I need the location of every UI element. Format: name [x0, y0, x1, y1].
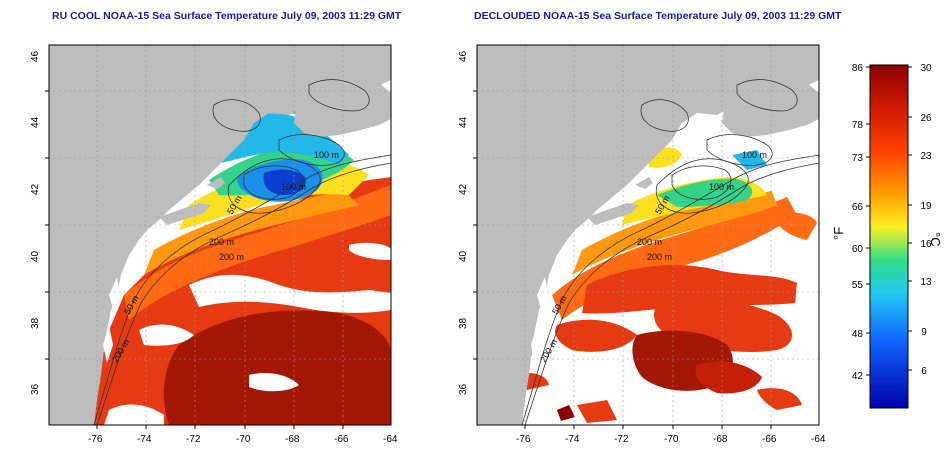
colorbar-fahrenheit-label: °F — [831, 227, 846, 240]
left-lat-tick: 36 — [30, 383, 41, 395]
left-lat-tick: 42 — [30, 183, 41, 195]
colorbar-celsius-label: °C — [928, 232, 943, 247]
right-lat-tick: 44 — [458, 116, 469, 128]
right-lon-tick: -70 — [664, 434, 679, 445]
left-lon-tick: -74 — [137, 434, 152, 445]
right-lon-tick: -64 — [811, 434, 826, 445]
colorbar-c-tick: 13 — [920, 277, 932, 288]
right-lat-tick: 40 — [458, 250, 469, 262]
left-lat-tick: 40 — [30, 250, 41, 262]
right-lat-tick: 46 — [458, 50, 469, 62]
left-sst-field — [94, 89, 391, 425]
right-contour-label: 100 m — [742, 150, 767, 160]
right-lat-tick: 42 — [458, 183, 469, 195]
left-lat-tick: 44 — [30, 116, 41, 128]
left-axes: -76 -74 -72 -70 -68 -66 -64 36 38 40 42 … — [30, 50, 398, 445]
colorbar-c-tick: 6 — [921, 366, 927, 377]
colorbar-f-tick: 60 — [852, 244, 864, 255]
left-lat-tick: 46 — [30, 50, 41, 62]
right-map-panel: 100 m 100 m 50 m 200 m 200 m 50 m 200 m — [476, 44, 820, 426]
right-lon-tick: -68 — [713, 434, 728, 445]
right-contour-label: 200 m — [647, 252, 672, 262]
right-lat-tick: 36 — [458, 383, 469, 395]
colorbar-f-tick: 66 — [852, 202, 864, 213]
right-lat-tick: 38 — [458, 317, 469, 329]
left-contour-label: 100 m — [281, 182, 306, 192]
right-contour-label: 200 m — [637, 237, 662, 247]
colorbar-f-tick: 86 — [852, 63, 864, 74]
right-contour-label: 100 m — [709, 182, 734, 192]
colorbar: 86 78 73 66 60 55 48 42 30 26 23 19 16 1… — [831, 63, 943, 409]
left-contour-label: 200 m — [209, 237, 234, 247]
colorbar-c-tick: 19 — [920, 201, 932, 212]
colorbar-f-tick: 73 — [852, 153, 864, 164]
left-lat-tick: 38 — [30, 317, 41, 329]
colorbar-c-tick: 26 — [920, 113, 932, 124]
colorbar-f-tick: 55 — [852, 280, 864, 291]
colorbar-c-tick: 16 — [920, 239, 932, 250]
left-map-panel: 100 m 100 m 50 m 200 m 200 m 50 m 200 m — [48, 44, 392, 426]
colorbar-f-tick: 42 — [852, 371, 864, 382]
left-contour-label: 200 m — [219, 252, 244, 262]
left-lon-tick: -64 — [383, 434, 398, 445]
right-lon-tick: -66 — [762, 434, 777, 445]
colorbar-f-tick: 78 — [852, 120, 864, 131]
left-map-title: RU COOL NOAA-15 Sea Surface Temperature … — [52, 10, 402, 22]
left-lon-tick: -72 — [186, 434, 201, 445]
colorbar-c-tick: 23 — [920, 151, 932, 162]
right-lon-tick: -76 — [516, 434, 531, 445]
colorbar-gradient — [869, 64, 909, 409]
left-lon-tick: -76 — [88, 434, 103, 445]
right-lon-tick: -72 — [614, 434, 629, 445]
right-lon-tick: -74 — [565, 434, 580, 445]
right-axes: -76 -74 -72 -70 -68 -66 -64 36 38 40 42 … — [458, 50, 826, 445]
left-lon-tick: -66 — [334, 434, 349, 445]
right-map-title: DECLOUDED NOAA-15 Sea Surface Temperatur… — [474, 10, 842, 22]
colorbar-c-tick: 9 — [921, 327, 927, 338]
left-lon-tick: -68 — [285, 434, 300, 445]
right-sst-field — [505, 147, 817, 423]
left-contour-label: 100 m — [314, 150, 339, 160]
colorbar-f-tick: 48 — [852, 329, 864, 340]
left-lon-tick: -70 — [236, 434, 251, 445]
colorbar-c-tick: 30 — [920, 63, 932, 74]
